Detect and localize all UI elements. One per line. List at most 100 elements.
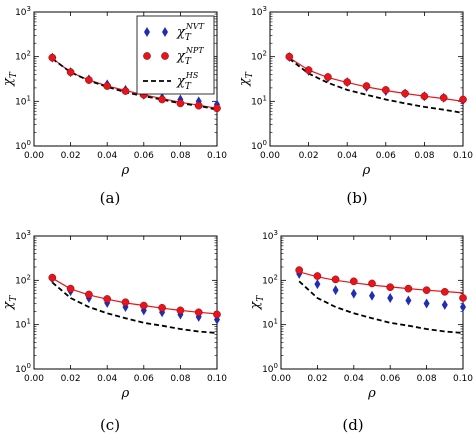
nvt-point [350,288,357,299]
legend-diamond-icon [144,27,150,37]
x-tick-label: 0.10 [207,151,227,161]
hs-dashed-line [51,57,218,111]
x-tick-label: 0.06 [380,374,400,384]
y-tick-label: 100 [262,362,278,375]
npt-point [313,272,322,280]
x-tick-label: 0.02 [299,151,319,161]
npt-point [48,53,57,62]
npt-fit-line [51,277,218,315]
npt-point [48,273,57,282]
npt-fit-line [299,271,464,294]
x-axis-label: ρ [121,386,130,401]
npt-point [343,78,352,86]
x-axis-label: ρ [362,163,371,178]
npt-point [213,310,221,319]
npt-point [176,99,185,108]
x-tick-label: 0.04 [337,151,357,161]
chart-panel-4: 0.00 0.02 0.04 0.06 0.08 0.10 100 101 102 103 ρ χT (… [248,229,473,434]
legend: χTNVT χTNPT χTHS [136,15,215,95]
npt-point [304,66,313,74]
y-tick-label: 102 [262,273,278,286]
plot-frame [280,235,464,370]
hs-dashed-line [288,57,464,114]
npt-point [439,93,448,102]
npt-point [66,284,75,293]
npt-point [349,277,358,286]
y-tick-label: 101 [251,94,267,107]
plot-frame [269,11,464,147]
npt-point [285,52,294,61]
nvt-point [405,295,412,306]
x-tick-label: 0.04 [97,151,117,161]
y-tick-label: 101 [15,94,31,107]
npt-point [213,104,221,113]
npt-point [194,101,203,110]
x-tick-label: 0.10 [207,374,227,384]
x-tick-label: 0.02 [61,374,81,384]
npt-point [362,82,371,90]
nvt-point [369,290,375,301]
y-tick-label: 102 [15,50,31,63]
y-axis-label: χT [1,295,19,311]
x-tick-label: 0.08 [170,151,190,161]
plot-frame [33,235,218,370]
y-axis-label: χT [237,71,255,87]
npt-point [440,287,449,296]
npt-point [194,308,203,317]
legend-label: χTNVT [176,22,205,43]
npt-fit-line [288,57,464,102]
chart-panel-2: 0.00 0.02 0.04 0.06 0.08 0.10 100 101 102 103 ρ χT (… [237,5,473,207]
npt-point [368,279,376,288]
y-axis-label: χT [1,71,19,87]
legend-label: χTHS [176,71,199,92]
legend-circle-icon [161,52,169,60]
y-tick-label: 103 [251,5,267,18]
y-tick-label: 102 [251,50,267,63]
npt-point [422,286,431,295]
y-tick-label: 103 [15,5,31,18]
nvt-point [387,292,394,303]
chart-panel-1: 0.00 0.02 0.04 0.06 0.08 0.10 100 101 102 103 ρ χT χ… [1,5,227,207]
hs-dashed-line [51,281,218,334]
legend-diamond-icon [162,27,168,37]
npt-point [420,92,429,101]
nvt-point [332,285,339,296]
npt-point [158,303,166,312]
x-tick-label: 0.00 [24,151,44,161]
npt-point [295,266,304,274]
npt-point [66,68,75,77]
nvt-point [441,299,448,310]
y-tick-label: 103 [15,229,31,242]
y-tick-label: 100 [15,139,31,152]
npt-point [459,294,467,302]
npt-point [139,301,148,310]
npt-point [331,275,340,284]
panel-caption: (b) [346,189,367,207]
x-tick-label: 0.04 [344,374,364,384]
legend-label: χTNPT [176,46,204,67]
npt-point [381,86,390,94]
y-tick-label: 100 [251,139,267,152]
x-tick-label: 0.00 [260,151,280,161]
panel-caption: (c) [100,416,120,434]
x-tick-label: 0.02 [307,374,327,384]
npt-point [103,295,112,303]
plot-frame [33,11,218,147]
legend-circle-icon [143,52,151,60]
npt-point [459,95,467,104]
hs-dashed-line [298,280,464,334]
nvt-point [460,302,466,313]
x-tick-label: 0.06 [134,374,154,384]
npt-point [103,82,112,90]
nvt-point [314,279,321,290]
npt-point [121,87,130,95]
x-tick-label: 0.06 [134,151,154,161]
y-tick-label: 100 [15,362,31,375]
y-tick-label: 102 [15,273,31,286]
x-tick-label: 0.00 [271,374,291,384]
panel-caption: (d) [342,416,363,434]
chart-panel-3: 0.00 0.02 0.04 0.06 0.08 0.10 100 101 102 103 ρ χT (… [1,229,227,434]
x-tick-label: 0.10 [453,374,473,384]
x-tick-label: 0.02 [61,151,81,161]
